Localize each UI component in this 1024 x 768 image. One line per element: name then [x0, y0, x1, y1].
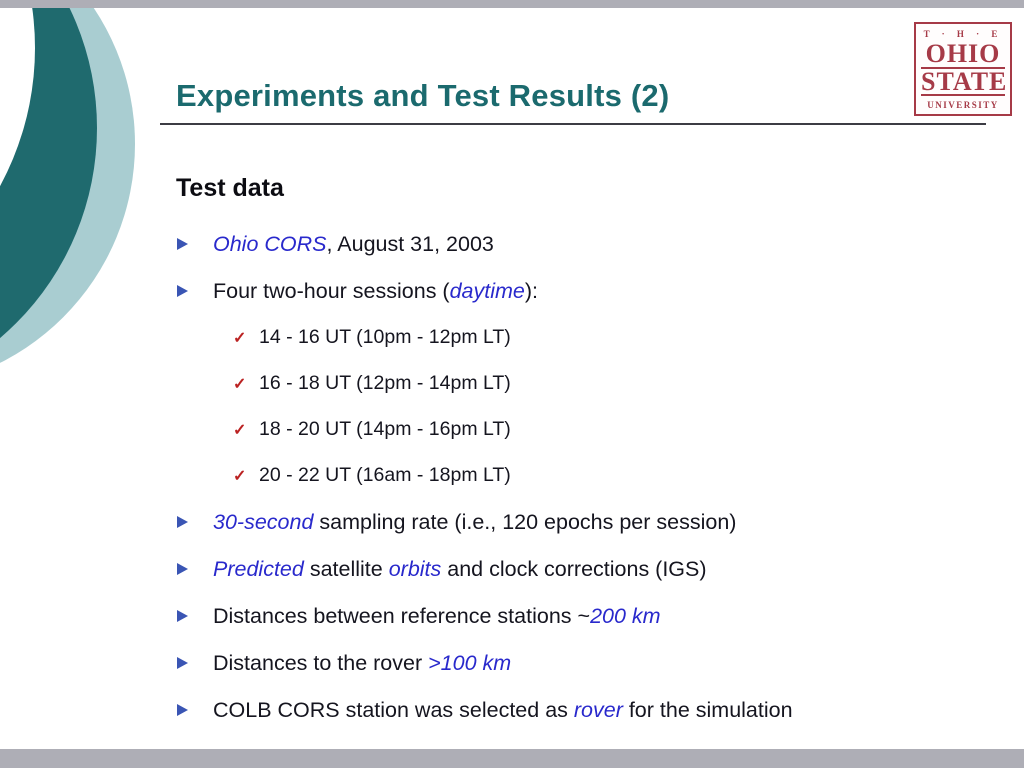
- bullet-text: 14 - 16 UT (10pm - 12pm LT): [259, 324, 511, 350]
- check-bullet-icon: ✓: [233, 330, 247, 347]
- logo-university-text: UNIVERSITY: [927, 100, 999, 110]
- bullet-text: 18 - 20 UT (14pm - 16pm LT): [259, 416, 511, 442]
- sub-bullet-item: ✓ 20 - 22 UT (16am - 18pm LT): [176, 462, 976, 490]
- top-gray-band: [0, 0, 1024, 8]
- emphasized-text-segment: daytime: [449, 279, 525, 303]
- plain-text-segment: Distances between reference stations ~: [213, 604, 591, 628]
- bullet-text: Distances between reference stations ~20…: [213, 602, 661, 630]
- bullet-text: Four two-hour sessions (daytime):: [213, 277, 538, 305]
- logo-state-text: STATE: [921, 67, 1008, 96]
- arrow-bullet-icon: [177, 610, 188, 622]
- emphasized-text-segment: >100 km: [428, 651, 512, 675]
- emphasized-text-segment: 30-second: [213, 510, 314, 534]
- sub-bullet-item: ✓ 18 - 20 UT (14pm - 16pm LT): [176, 416, 976, 444]
- check-bullet-icon: ✓: [233, 468, 247, 485]
- check-bullet-icon: ✓: [233, 422, 247, 439]
- bullet-text: Predicted satellite orbits and clock cor…: [213, 555, 707, 583]
- plain-text-segment: 18 - 20 UT (14pm - 16pm LT): [259, 418, 511, 440]
- plain-text-segment: ):: [524, 279, 539, 303]
- arrow-bullet-icon: [177, 563, 188, 575]
- bullet-text: COLB CORS station was selected as rover …: [213, 696, 793, 724]
- bullet-item: Ohio CORS, August 31, 2003: [176, 230, 976, 258]
- sub-bullet-item: ✓ 14 - 16 UT (10pm - 12pm LT): [176, 324, 976, 352]
- emphasized-text-segment: orbits: [388, 557, 442, 581]
- bullet-list: Ohio CORS, August 31, 2003 Four two-hour …: [176, 230, 976, 743]
- title-underline: [160, 123, 986, 125]
- arrow-bullet-icon: [177, 285, 188, 297]
- plain-text-segment: and clock corrections (IGS): [441, 557, 707, 581]
- plain-text-segment: for the simulation: [622, 698, 793, 722]
- dark-teal-arc: [0, 8, 97, 339]
- bullet-text: Distances to the rover >100 km: [213, 649, 511, 677]
- bullet-text: 30-second sampling rate (i.e., 120 epoch…: [213, 508, 736, 536]
- bullet-item: COLB CORS station was selected as rover …: [176, 696, 976, 724]
- plain-text-segment: 14 - 16 UT (10pm - 12pm LT): [259, 326, 511, 348]
- logo-the-text: T · H · E: [923, 29, 1003, 39]
- arrow-bullet-icon: [177, 704, 188, 716]
- plain-text-segment: 16 - 18 UT (12pm - 14pm LT): [259, 372, 511, 394]
- bullet-item: Distances between reference stations ~20…: [176, 602, 976, 630]
- emphasized-text-segment: Ohio CORS: [213, 232, 327, 256]
- plain-text-segment: Four two-hour sessions (: [213, 279, 450, 303]
- plain-text-segment: COLB CORS station was selected as: [213, 698, 574, 722]
- bullet-text: 16 - 18 UT (12pm - 14pm LT): [259, 370, 511, 396]
- bullet-item: Predicted satellite orbits and clock cor…: [176, 555, 976, 583]
- bullet-item: 30-second sampling rate (i.e., 120 epoch…: [176, 508, 976, 536]
- plain-text-segment: , August 31, 2003: [326, 232, 494, 256]
- plain-text-segment: 20 - 22 UT (16am - 18pm LT): [259, 464, 511, 486]
- emphasized-text-segment: Predicted: [213, 557, 304, 581]
- arrow-bullet-icon: [177, 516, 188, 528]
- emphasized-text-segment: 200 km: [590, 604, 661, 628]
- bullet-text: 20 - 22 UT (16am - 18pm LT): [259, 462, 511, 488]
- arrow-bullet-icon: [177, 657, 188, 669]
- sub-bullet-item: ✓ 16 - 18 UT (12pm - 14pm LT): [176, 370, 976, 398]
- plain-text-segment: sampling rate (i.e., 120 epochs per sess…: [313, 510, 737, 534]
- light-teal-arc: [0, 8, 135, 363]
- check-bullet-icon: ✓: [233, 376, 247, 393]
- white-cutout-arc: [0, 8, 35, 186]
- plain-text-segment: satellite: [303, 557, 389, 581]
- osu-logo: T · H · E OHIO STATE UNIVERSITY: [914, 22, 1012, 116]
- bullet-item: Distances to the rover >100 km: [176, 649, 976, 677]
- arrow-bullet-icon: [177, 238, 188, 250]
- emphasized-text-segment: rover: [573, 698, 623, 722]
- plain-text-segment: Distances to the rover: [213, 651, 429, 675]
- bullet-item: Four two-hour sessions (daytime):: [176, 277, 976, 305]
- bottom-gray-band: [0, 749, 1024, 768]
- bullet-text: Ohio CORS, August 31, 2003: [213, 230, 494, 258]
- slide-title: Experiments and Test Results (2): [176, 78, 670, 113]
- logo-ohio-text: OHIO: [925, 39, 1001, 68]
- section-heading: Test data: [176, 174, 284, 202]
- slide: T · H · E OHIO STATE UNIVERSITY Experime…: [0, 8, 1024, 749]
